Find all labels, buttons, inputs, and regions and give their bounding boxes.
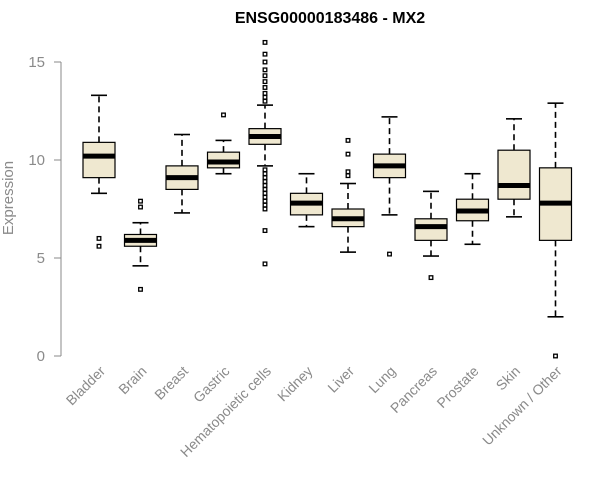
outlier-point — [262, 39, 268, 45]
outlier-point — [262, 79, 268, 85]
x-tick-label: Skin — [493, 363, 524, 394]
x-tick-label: Brain — [115, 363, 149, 397]
outlier-point — [138, 286, 143, 292]
outlier-point — [262, 183, 268, 188]
y-tick-label: 5 — [37, 250, 45, 267]
outlier-point — [262, 90, 268, 96]
y-tick-label: 15 — [28, 54, 45, 71]
box-unknown-other — [538, 102, 573, 359]
outlier-point — [345, 173, 351, 179]
iqr-box — [497, 149, 531, 200]
y-tick-label: 10 — [28, 152, 45, 169]
outlier-point — [138, 198, 143, 204]
outlier-point — [262, 186, 268, 192]
outlier-point — [262, 51, 268, 57]
outlier-point — [262, 67, 268, 73]
outlier-point — [262, 59, 268, 65]
outlier-point — [262, 261, 268, 267]
outlier-point — [262, 198, 268, 204]
box-hematopoietic-cells — [248, 39, 282, 267]
y-axis: 0 5 10 15 — [28, 54, 62, 365]
outlier-point — [345, 151, 351, 157]
outlier-point — [262, 98, 268, 104]
box-lung — [372, 116, 407, 257]
outlier-point — [262, 171, 268, 177]
outlier-point — [262, 206, 268, 212]
iqr-box — [82, 141, 116, 179]
outlier-point — [262, 202, 268, 208]
box-liver — [331, 137, 365, 253]
outlier-point — [262, 190, 268, 196]
x-tick-label: Prostate — [433, 363, 481, 411]
box-bladder — [82, 94, 116, 249]
x-tick-label: Unknown / Other — [479, 363, 565, 449]
box-brain — [123, 198, 158, 292]
x-tick-label: Lung — [365, 363, 398, 396]
outlier-point — [345, 169, 351, 175]
outlier-point — [262, 167, 268, 173]
outlier-point — [138, 204, 143, 210]
outlier-point — [96, 243, 102, 249]
outlier-point — [96, 235, 102, 241]
boxes-group — [82, 39, 573, 359]
y-axis-label: Expression — [0, 161, 17, 235]
box-skin — [497, 118, 531, 218]
iqr-box — [414, 218, 448, 241]
outlier-point — [262, 85, 268, 90]
outlier-point — [428, 275, 434, 281]
x-tick-label: Breast — [151, 363, 191, 403]
outlier-point — [221, 112, 226, 118]
x-tick-label: Liver — [324, 363, 357, 396]
outlier-point — [262, 194, 268, 200]
outlier-point — [262, 94, 268, 100]
outlier-point — [262, 175, 268, 181]
y-tick-label: 0 — [37, 348, 45, 365]
chart-title: ENSG00000183486 - MX2 — [235, 10, 425, 27]
outlier-point — [387, 251, 392, 257]
box-prostate — [455, 172, 490, 246]
outlier-point — [345, 137, 351, 143]
x-tick-label: Bladder — [63, 363, 109, 409]
outlier-point — [262, 73, 268, 79]
box-gastric — [206, 112, 241, 175]
outlier-point — [262, 179, 268, 185]
outlier-point — [553, 353, 558, 359]
box-kidney — [289, 172, 324, 228]
x-tick-label: Kidney — [274, 363, 316, 405]
box-breast — [165, 133, 199, 214]
box-pancreas — [414, 190, 448, 281]
outlier-point — [262, 228, 268, 234]
